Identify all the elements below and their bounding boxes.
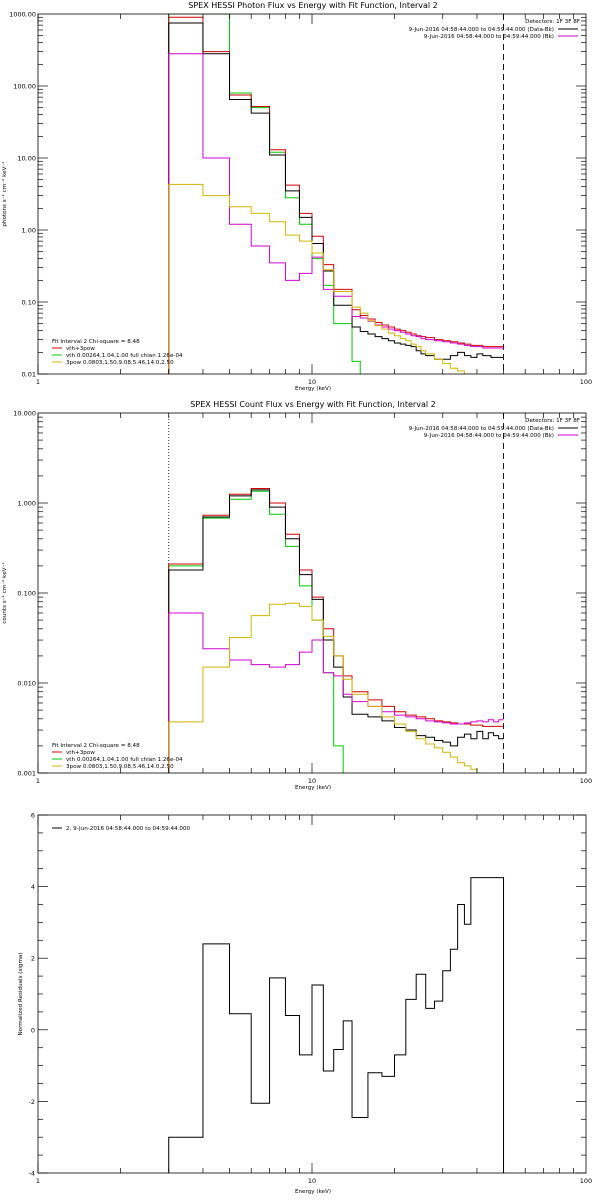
- photon-legend-left-entry: vth 0.00264,1.04,1.00 full chian 1.26e-0…: [66, 353, 183, 359]
- count-x-tick-label: 100: [580, 777, 592, 785]
- count-legend-right-entry: 9-Jun-2016 04:58:44.000 to 04:59:44.000 …: [409, 426, 554, 432]
- photon-plot-area: [168, 14, 504, 374]
- count-series-line: [168, 487, 504, 773]
- photon-y-tick-label: 1.00: [22, 227, 36, 235]
- residuals-y-tick-label: 0: [31, 1026, 35, 1034]
- photon-x-ticks: 1 10 100: [36, 14, 592, 386]
- photon-series-line: [168, 22, 504, 374]
- photon-series-line: [168, 183, 472, 374]
- photon-y-tick-label: 0.01: [22, 371, 36, 379]
- count-detectors-label: Detectors: 1F 3F 8F: [525, 418, 580, 424]
- photon-x-tick-label: 100: [580, 378, 592, 386]
- count-series-line: [168, 489, 504, 773]
- count-x-ticks: 1 10 100: [36, 413, 592, 785]
- count-legend-right: 9-Jun-2016 04:58:44.000 to 04:59:44.000 …: [409, 426, 578, 439]
- residuals-legend-entry: 2, 9-Jun-2016 04:58:44.000 to 04:59:44.0…: [66, 826, 191, 832]
- count-y-axis-label: counts s⁻¹ cm⁻² keV⁻¹: [1, 562, 8, 623]
- residuals-y-axis-label: Normalized Residuals (sigma): [18, 952, 24, 1035]
- residuals-legend: 2, 9-Jun-2016 04:58:44.000 to 04:59:44.0…: [52, 826, 191, 832]
- residuals-series-group: [168, 877, 505, 1173]
- residuals-y-tick-label: 2: [31, 955, 35, 963]
- count-legend-left-entry: 3pow 0.0803,1.50,9.08,5.46,14.0,2.50: [66, 764, 174, 770]
- count-panel-title: SPEX HESSI Count Flux vs Energy with Fit…: [190, 400, 435, 409]
- photon-legend-left-entry: vth+3pow: [66, 346, 95, 352]
- count-series-line: [168, 612, 504, 773]
- photon-y-ticks: 0.01 0.10 1.00 10.00 100.00 1000.00: [9, 11, 586, 379]
- count-flux-panel: SPEX HESSI Count Flux vs Energy with Fit…: [1, 400, 592, 791]
- photon-series-group: [168, 14, 504, 374]
- count-series-line: [168, 602, 484, 773]
- residuals-x-tick-label: 10: [308, 1177, 316, 1185]
- count-series-group: [168, 413, 504, 773]
- photon-x-tick-label: 10: [308, 378, 316, 386]
- count-y-tick-label: 1.000: [17, 500, 36, 508]
- photon-flux-panel: SPEX HESSI Photon Flux vs Energy with Fi…: [1, 1, 592, 392]
- photon-y-axis-label: photons s⁻¹ cm⁻² keV⁻¹: [1, 161, 8, 226]
- residuals-series-line: [168, 877, 505, 1173]
- count-legend-left: Fit Interval 2 Chi-square = 8.48 vth+3po…: [52, 743, 183, 770]
- count-y-tick-label: 10.000: [13, 410, 36, 418]
- count-y-tick-label: 0.100: [17, 590, 36, 598]
- count-y-ticks: 0.001 0.010 0.100 1.000 10.000: [13, 410, 586, 778]
- count-legend-left-entry: Fit Interval 2 Chi-square = 8.48: [52, 743, 140, 749]
- residuals-panel: 1 10 100 -4 -2 0 2 4 6 Energy (keV) Normalized …: [18, 812, 592, 1196]
- photon-legend-left: Fit Interval 2 Chi-square = 8.48 vth+3po…: [52, 339, 183, 366]
- residuals-y-ticks: -4 -2 0 2 4 6: [29, 812, 586, 1178]
- photon-legend-left-entry: 3pow 0.0803,1.50,9.08,5.46,14.0,2.50: [66, 360, 174, 366]
- photon-legend-left-entry: Fit Interval 2 Chi-square = 8.48: [52, 339, 140, 345]
- photon-legend-right: 9-Jun-2016 04:58:44.000 to 04:59:44.000 …: [409, 27, 578, 40]
- photon-x-axis-label: Energy (keV): [295, 386, 331, 392]
- residuals-x-ticks: 1 10 100: [36, 815, 592, 1185]
- residuals-y-tick-label: 6: [31, 812, 35, 820]
- photon-y-tick-label: 10.00: [17, 155, 36, 163]
- residuals-x-axis-label: Energy (keV): [295, 1189, 331, 1195]
- photon-panel-title: SPEX HESSI Photon Flux vs Energy with Fi…: [188, 1, 438, 10]
- count-x-axis-label: Energy (keV): [295, 785, 331, 791]
- photon-series-line: [168, 53, 504, 374]
- count-legend-left-entry: vth+3pow: [66, 750, 95, 756]
- count-x-tick-label: 10: [308, 777, 316, 785]
- photon-legend-right-entry: 9-Jun-2016 04:58:44.000 to 04:59:44.000 …: [409, 27, 554, 33]
- residuals-x-tick-label: 1: [36, 1177, 40, 1185]
- count-y-tick-label: 0.010: [17, 680, 36, 688]
- photon-y-tick-label: 100.00: [13, 83, 36, 91]
- photon-detectors-label: Detectors: 1F 3F 8F: [525, 19, 580, 25]
- count-series-line: [168, 490, 344, 773]
- photon-y-tick-label: 0.10: [22, 299, 36, 307]
- residuals-y-tick-label: -2: [29, 1098, 35, 1106]
- count-x-tick-label: 1: [36, 777, 40, 785]
- count-legend-right-entry: 9-Jun-2016 04:58:44.000 to 04:59:44.000 …: [424, 433, 554, 439]
- residuals-plot-area: [168, 877, 505, 1173]
- photon-x-tick-label: 1: [36, 378, 40, 386]
- count-legend-left-entry: vth 0.00264,1.04,1.00 full chian 1.26e-0…: [66, 757, 183, 763]
- count-plot-area: [168, 413, 504, 773]
- photon-legend-right-entry: 9-Jun-2016 04:58:44.000 to 04:59:44.000 …: [424, 34, 554, 40]
- residuals-y-tick-label: -4: [29, 1170, 35, 1178]
- residuals-x-tick-label: 100: [580, 1177, 592, 1185]
- photon-y-tick-label: 1000.00: [9, 11, 36, 19]
- residuals-y-tick-label: 4: [31, 883, 35, 891]
- count-y-tick-label: 0.001: [17, 770, 36, 778]
- photon-series-line: [168, 16, 504, 374]
